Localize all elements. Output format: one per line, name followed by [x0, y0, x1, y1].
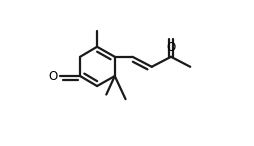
Text: O: O	[166, 41, 176, 54]
Text: O: O	[49, 69, 58, 82]
